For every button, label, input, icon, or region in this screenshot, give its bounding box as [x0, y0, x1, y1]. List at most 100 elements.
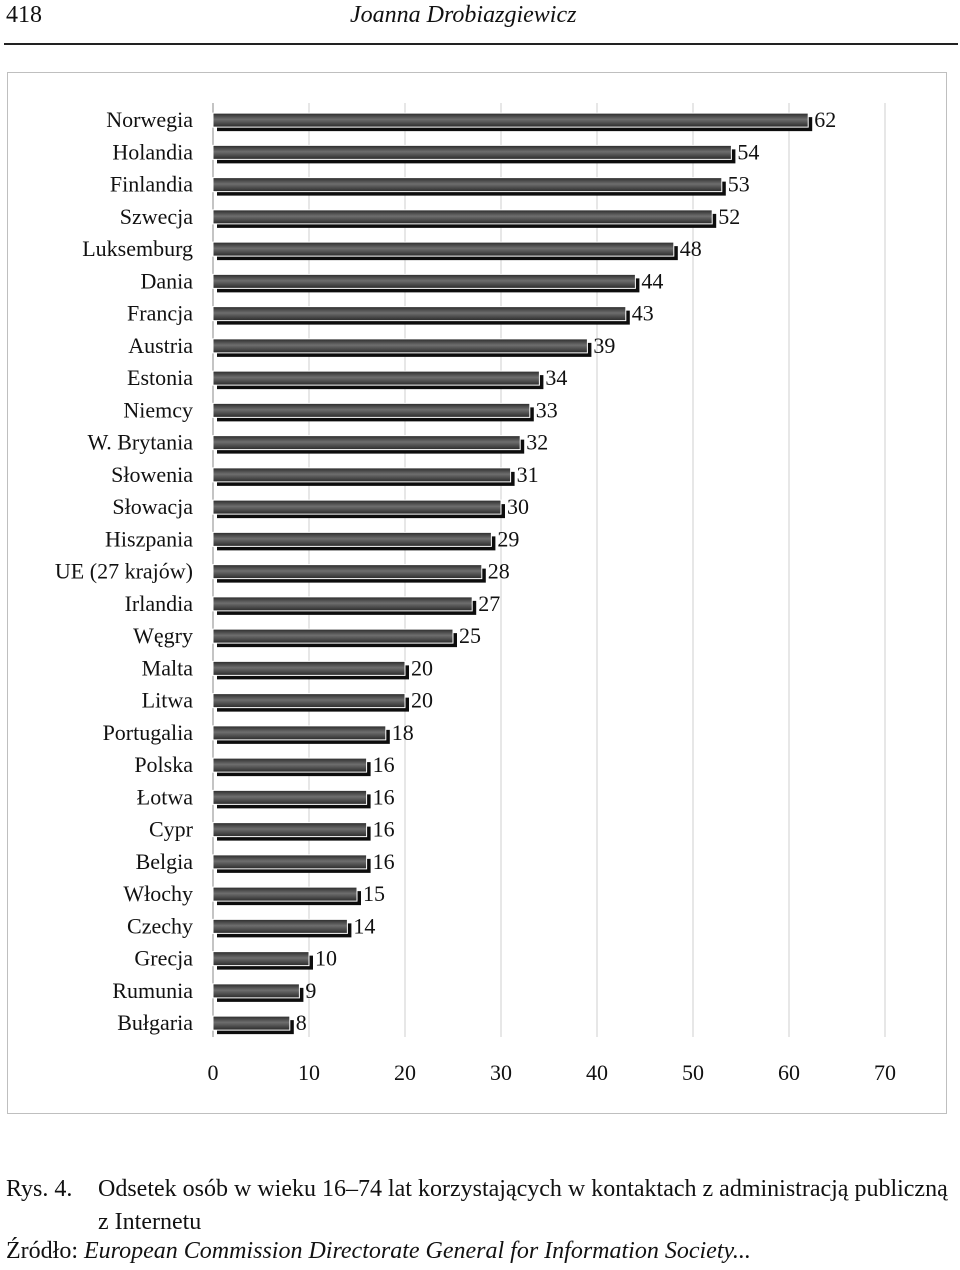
source-note: Źródło: European Commission Directorate …: [6, 1236, 751, 1266]
category-label: Dania: [140, 268, 193, 293]
caption-label: Rys. 4.: [6, 1176, 73, 1202]
category-label: Słowacja: [112, 494, 193, 519]
data-label: 43: [632, 301, 654, 326]
bars: [212, 112, 813, 1035]
bar: [212, 209, 713, 225]
data-label: 16: [373, 817, 395, 842]
category-label: Cypr: [149, 817, 194, 842]
category-label: Szwecja: [120, 204, 194, 229]
bar: [212, 918, 348, 934]
x-tick-label: 20: [394, 1060, 416, 1085]
source-text: European Commission Directorate General …: [84, 1238, 751, 1264]
data-label: 20: [411, 688, 433, 713]
category-label: Luksemburg: [82, 236, 193, 261]
data-label: 28: [488, 559, 510, 584]
data-label: 52: [718, 204, 740, 229]
source-label: Źródło:: [6, 1238, 78, 1264]
category-label: Hiszpania: [105, 526, 193, 551]
data-label: 16: [373, 784, 395, 809]
data-label: 14: [353, 913, 375, 938]
running-title: Joanna Drobiazgiewicz: [350, 2, 577, 28]
bar: [212, 144, 732, 160]
data-label: 54: [737, 139, 759, 164]
bar: [212, 306, 627, 322]
data-label: 9: [305, 978, 316, 1003]
category-label: Rumunia: [112, 978, 193, 1003]
category-label: W. Brytania: [88, 430, 194, 455]
data-label: 16: [373, 752, 395, 777]
category-label: Malta: [142, 655, 194, 680]
header-rule: [4, 43, 958, 45]
bar: [212, 983, 300, 999]
data-label: 39: [593, 333, 615, 358]
page-header: 418 Joanna Drobiazgiewicz: [0, 0, 960, 46]
bar: [212, 338, 588, 354]
data-label: 29: [497, 526, 519, 551]
category-label: Włochy: [123, 881, 193, 906]
bar: [212, 822, 368, 838]
bar: [212, 273, 636, 289]
category-label: Polska: [134, 752, 193, 777]
category-label: Słowenia: [111, 462, 193, 487]
bar: [212, 435, 521, 451]
chart-frame: [7, 72, 947, 1114]
data-label: 16: [373, 849, 395, 874]
category-label: Łotwa: [137, 784, 193, 809]
x-tick-label: 10: [298, 1060, 320, 1085]
bar: [212, 177, 723, 193]
page-number: 418: [6, 2, 42, 28]
category-label: Holandia: [112, 139, 193, 164]
bar: [212, 628, 454, 644]
bar-chart: Norwegia Holandia Finlandia Szwecja Luksembu…: [55, 103, 896, 1085]
bar: [212, 951, 310, 967]
x-tick-label: 0: [208, 1060, 219, 1085]
bar: [212, 402, 531, 418]
bar: [212, 531, 492, 547]
category-label: Litwa: [142, 688, 194, 713]
data-label: 8: [296, 1010, 307, 1035]
category-label: Grecja: [134, 946, 193, 971]
data-label: 53: [728, 172, 750, 197]
bar: [212, 789, 368, 805]
x-tick-label: 40: [586, 1060, 608, 1085]
category-label: Niemcy: [123, 397, 193, 422]
bar: [212, 725, 387, 741]
category-label: Austria: [128, 333, 193, 358]
data-label: 18: [392, 720, 414, 745]
data-label: 32: [526, 430, 548, 455]
category-label: Irlandia: [125, 591, 194, 616]
data-label: 15: [363, 881, 385, 906]
x-tick-label: 30: [490, 1060, 512, 1085]
data-labels: 62 54 53 52 48 44 43 39 34 33 32 31 30 29 28 27 25 20 20 18…: [296, 107, 836, 1035]
bar: [212, 886, 358, 902]
bar: [212, 693, 406, 709]
category-label: UE (27 krajów): [55, 559, 193, 584]
data-label: 30: [507, 494, 529, 519]
bar: [212, 854, 368, 870]
category-label: Finlandia: [110, 172, 193, 197]
category-label: Bułgaria: [117, 1010, 193, 1035]
data-label: 33: [536, 397, 558, 422]
bar: [212, 467, 512, 483]
category-label: Portugalia: [103, 720, 194, 745]
bar: [212, 499, 502, 515]
category-label: Belgia: [136, 849, 194, 874]
data-label: 25: [459, 623, 481, 648]
data-label: 31: [517, 462, 539, 487]
bar: [212, 564, 483, 580]
data-label: 44: [641, 268, 663, 293]
category-label: Estonia: [127, 365, 193, 390]
data-label: 10: [315, 946, 337, 971]
data-label: 34: [545, 365, 567, 390]
x-tick-label: 50: [682, 1060, 704, 1085]
category-label: Węgry: [133, 623, 193, 648]
x-tick-label: 70: [874, 1060, 896, 1085]
x-tick-label: 60: [778, 1060, 800, 1085]
bar: [212, 370, 540, 386]
category-label: Czechy: [127, 913, 193, 938]
data-label: 48: [680, 236, 702, 261]
data-label: 27: [478, 591, 500, 616]
data-label: 20: [411, 655, 433, 680]
category-labels: Norwegia Holandia Finlandia Szwecja Luksembu…: [55, 107, 194, 1035]
bar: [212, 241, 675, 257]
